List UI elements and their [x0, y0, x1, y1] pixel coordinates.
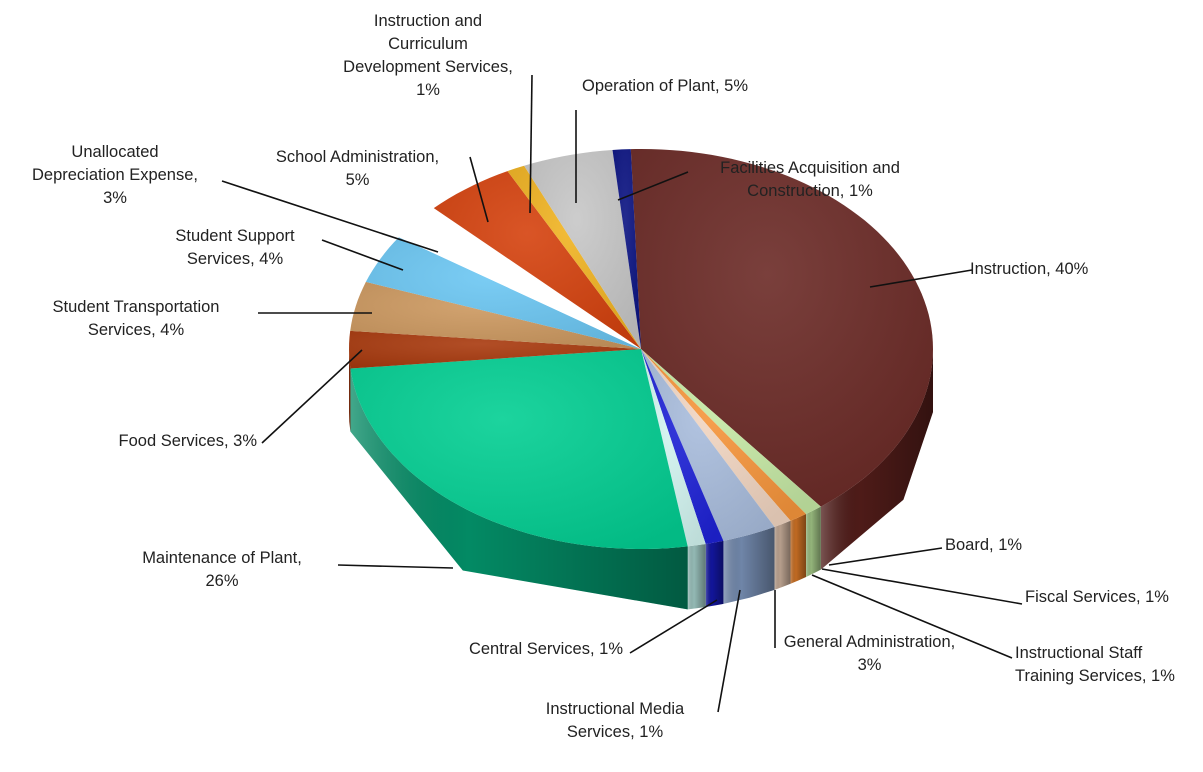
- slice-label-line: Instruction, 40%: [970, 260, 1089, 278]
- slice-label: School Administration, 5%: [250, 146, 465, 192]
- slice-label: General Administration, 3%: [752, 631, 987, 677]
- pie-side-shade-0: [820, 349, 933, 570]
- pie-side-shade-3: [774, 520, 791, 590]
- pie-slice-shine-10: [365, 237, 641, 349]
- leader-line-7: [337, 564, 454, 569]
- slice-label-line: Board, 1%: [945, 536, 1023, 554]
- pie-slice-shine-3: [641, 349, 791, 527]
- pie-side-shade-7: [350, 368, 688, 610]
- pie-slice-shine-2: [641, 349, 806, 521]
- pie-side-shade-4: [723, 526, 775, 604]
- slice-label-line: Unallocated: [71, 143, 159, 161]
- slice-label-line: Development Services,: [343, 58, 513, 76]
- pie-top-faces: [349, 149, 933, 549]
- slice-label: Instructional Staff Training Services, 1%: [1015, 642, 1200, 688]
- slice-label-line: Central Services, 1%: [468, 640, 623, 658]
- pie-slice-shine-9: [350, 281, 641, 349]
- slice-label: Maintenance of Plant, 26%: [103, 547, 341, 593]
- slice-label-line: Services, 4%: [186, 250, 284, 268]
- leader-lines: [221, 74, 1023, 713]
- slice-label-line: General Administration,: [783, 633, 956, 651]
- leader-line-13: [529, 74, 533, 214]
- slice-label-line: 3%: [857, 656, 882, 674]
- slice-label: Student Support Services, 4%: [150, 225, 320, 271]
- slice-label-line: School Administration,: [275, 148, 440, 166]
- slice-label: Instructional Media Services, 1%: [515, 698, 715, 744]
- slice-label-line: Instructional Staff: [1015, 644, 1143, 662]
- pie-slice-shine-4: [641, 349, 775, 541]
- slice-label: Fiscal Services, 1%: [1025, 586, 1200, 609]
- pie-side-shade-2: [790, 514, 806, 584]
- slice-label-line: Instructional Media: [545, 700, 685, 718]
- pie-slice-shine-7: [350, 349, 688, 549]
- slice-label-line: Operation of Plant, 5%: [581, 77, 748, 95]
- slice-label-line: Services, 4%: [87, 321, 185, 339]
- slice-label-line: 5%: [345, 171, 370, 189]
- slice-label-line: Depreciation Expense,: [31, 166, 198, 184]
- leader-line-3: [811, 574, 1013, 659]
- slice-label-line: 1%: [416, 81, 440, 99]
- pie-slice-shine-14: [524, 150, 641, 349]
- slice-label: Student Transportation Services, 4%: [14, 296, 258, 342]
- pie-slice-shine-8: [349, 330, 641, 369]
- pie-side-shade-1: [806, 506, 821, 577]
- slice-label-line: Facilities Acquisition and: [720, 159, 900, 177]
- pie-slice-shine-5: [641, 349, 724, 544]
- slice-label-line: Services, 1%: [566, 723, 664, 741]
- leader-line-1: [828, 547, 943, 566]
- leader-line-12: [469, 156, 489, 223]
- slice-label-line: Fiscal Services, 1%: [1025, 588, 1169, 606]
- slice-label: Unallocated Depreciation Expense, 3%: [0, 141, 230, 210]
- leader-line-6: [629, 599, 718, 654]
- slice-label-line: Construction, 1%: [747, 182, 873, 200]
- slice-label-line: Instruction and: [373, 12, 483, 30]
- slice-label: Facilities Acquisition and Construction, …: [685, 157, 935, 203]
- leader-line-15: [617, 171, 689, 201]
- slice-label-line: 3%: [103, 189, 127, 207]
- slice-label: Central Services, 1%: [395, 638, 623, 661]
- slice-label-line: Curriculum: [388, 35, 468, 53]
- slice-label-line: Student Transportation: [52, 298, 220, 316]
- slice-label-line: 26%: [205, 572, 239, 590]
- slice-label-line: Maintenance of Plant,: [142, 549, 302, 567]
- slice-label: Instruction, 40%: [970, 258, 1170, 281]
- leader-line-5: [717, 589, 741, 713]
- pie-slice-shine-1: [641, 349, 821, 514]
- slice-label-line: Food Services, 3%: [118, 432, 257, 450]
- pie-slice-11: [398, 208, 641, 349]
- pie-slice-shine-13: [507, 165, 641, 349]
- slice-label: Board, 1%: [945, 534, 1045, 557]
- leader-line-10: [321, 239, 404, 271]
- slice-label: Instruction and Curriculum Development Ser…: [303, 10, 553, 102]
- leader-line-2: [821, 568, 1023, 605]
- slice-label: Food Services, 3%: [35, 430, 257, 453]
- pie-slice-shine-6: [641, 349, 706, 547]
- pie-side-walls: [349, 349, 933, 610]
- pie-slice-shine-0: [630, 149, 933, 507]
- pie-side-shade-5: [705, 540, 724, 607]
- leader-line-8: [261, 349, 363, 444]
- leader-line-0: [869, 269, 973, 288]
- slice-label-line: Student Support: [175, 227, 295, 245]
- pie-side-shade-8: [349, 349, 351, 432]
- slice-label: Operation of Plant, 5%: [555, 75, 775, 98]
- slice-label-line: Training Services, 1%: [1015, 667, 1175, 685]
- leader-line-11: [221, 180, 439, 253]
- pie-side-shade-6: [687, 544, 706, 610]
